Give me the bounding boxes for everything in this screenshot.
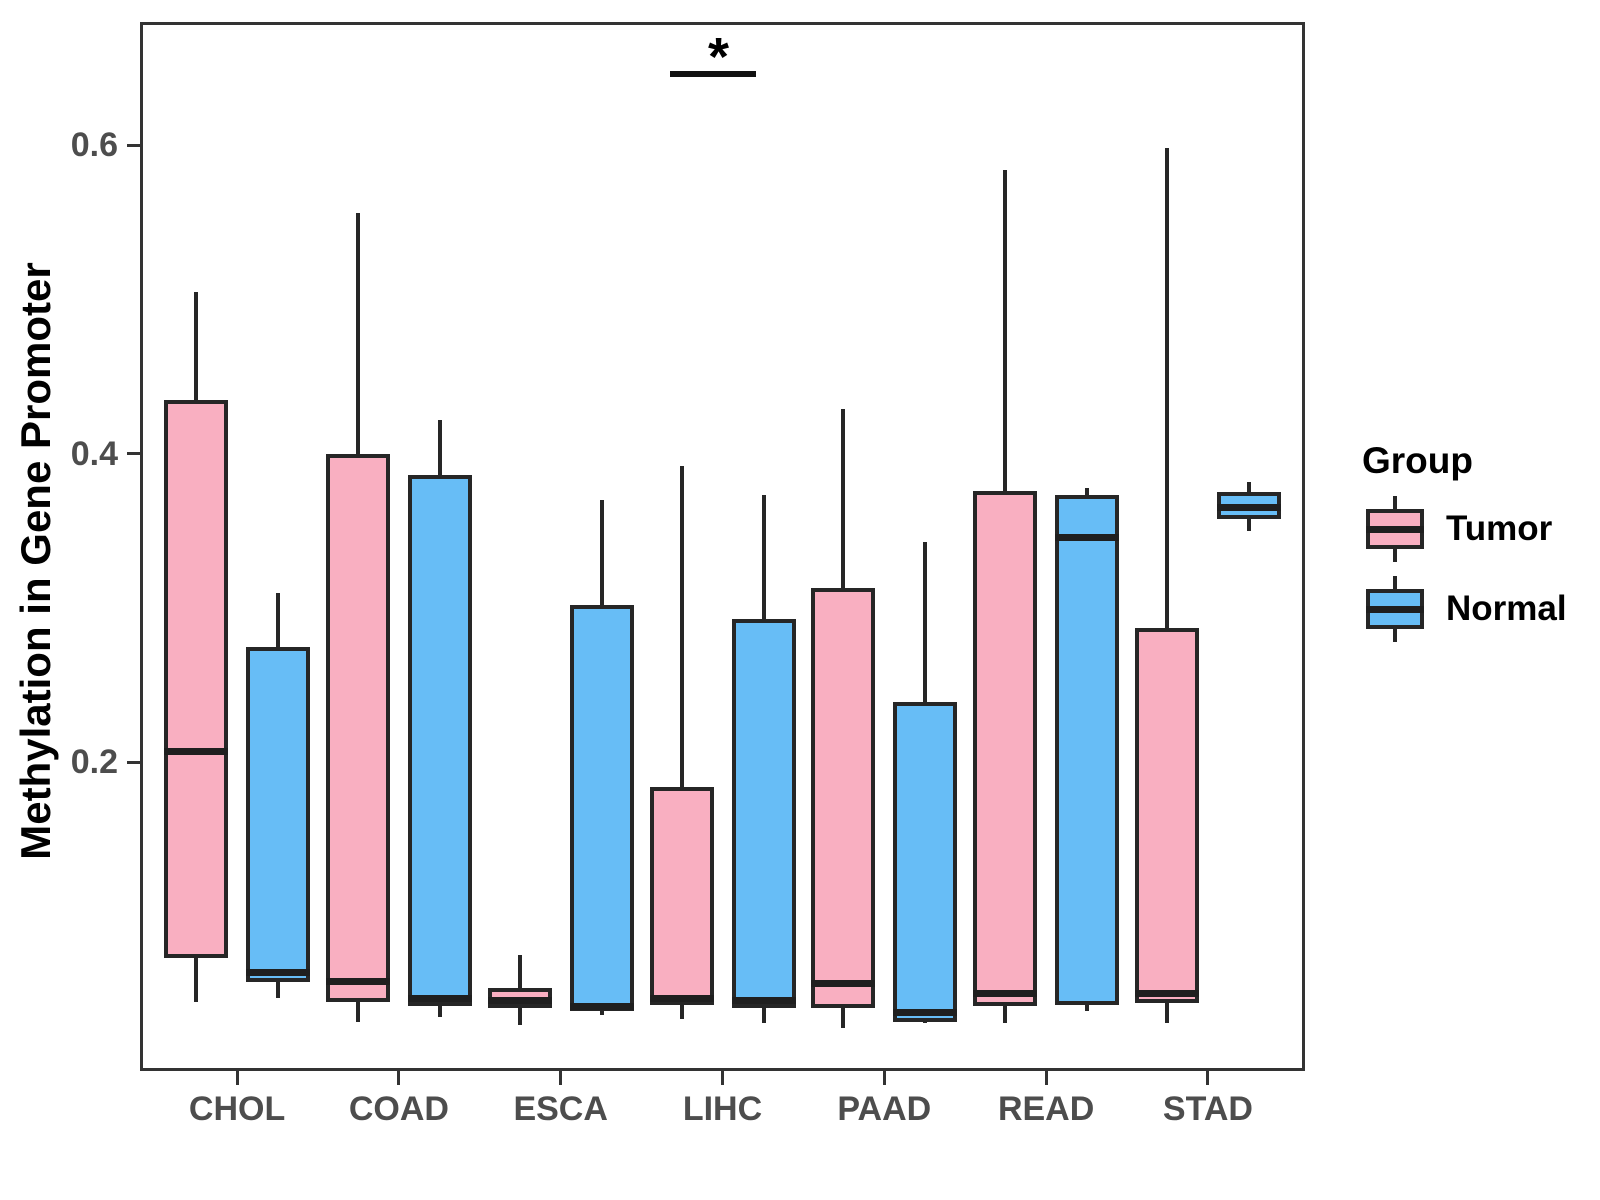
boxplot-read-tumor xyxy=(973,490,1038,1007)
x-axis-tick-label: ESCA xyxy=(513,1090,608,1128)
median-chol-tumor xyxy=(164,748,229,756)
legend-title: Group xyxy=(1362,440,1473,481)
legend-entry-tumor: Tumor xyxy=(1366,496,1600,562)
median-coad-tumor xyxy=(325,978,390,985)
whisker-stad-tumor xyxy=(1164,148,1169,1024)
x-axis-tick xyxy=(1206,1071,1210,1085)
legend-label: Normal xyxy=(1446,589,1567,628)
boxplot-coad-tumor xyxy=(325,453,390,1002)
median-coad-normal xyxy=(407,994,472,1002)
y-axis-tick xyxy=(127,452,140,456)
x-axis-tick xyxy=(397,1071,401,1085)
y-axis-tick-label: 0.2 xyxy=(70,743,118,782)
whisker-lihc-tumor xyxy=(679,466,684,1019)
x-axis-tick xyxy=(882,1071,886,1085)
boxplot-lihc-tumor xyxy=(649,787,714,1005)
boxplot-esca-normal xyxy=(569,605,634,1011)
x-axis-tick-label: COAD xyxy=(348,1090,449,1128)
median-lihc-normal xyxy=(731,996,796,1004)
boxplot-coad-normal xyxy=(407,475,472,1007)
y-axis-tick-label: 0.4 xyxy=(70,434,118,473)
x-axis-tick xyxy=(559,1071,563,1085)
boxplot-paad-normal xyxy=(893,702,958,1022)
y-axis-tick-label: 0.6 xyxy=(70,126,118,165)
x-axis-tick-label: LIHC xyxy=(682,1090,763,1128)
boxplot-read-normal xyxy=(1055,495,1120,1005)
plot-panel xyxy=(140,22,1305,1071)
x-axis-tick-label: PAAD xyxy=(837,1090,932,1128)
legend-label: Tumor xyxy=(1446,509,1553,548)
legend-entry-normal: Normal xyxy=(1366,576,1600,642)
legend-boxplot-swatch xyxy=(1366,496,1424,562)
legend-boxplot-swatch xyxy=(1366,576,1424,642)
x-axis-tick xyxy=(721,1071,724,1085)
legend: Group Tumor Normal xyxy=(1332,440,1600,642)
boxplot-lihc-normal xyxy=(731,618,796,1008)
boxplot-chol-tumor xyxy=(164,399,229,959)
median-read-normal xyxy=(1055,533,1120,541)
median-esca-normal xyxy=(569,1002,634,1010)
significance-star: * xyxy=(707,27,729,87)
median-chol-normal xyxy=(246,968,311,976)
median-esca-tumor xyxy=(487,996,552,1004)
x-axis-tick-label: STAD xyxy=(1162,1090,1253,1128)
y-axis-tick xyxy=(127,760,140,764)
boxplot-stad-tumor xyxy=(1134,628,1199,1004)
x-axis-tick-label: READ xyxy=(997,1090,1095,1128)
median-stad-tumor xyxy=(1134,990,1199,998)
significance-bar xyxy=(669,71,756,77)
median-paad-normal xyxy=(893,1008,958,1016)
y-axis-title: Methylation in Gene Promoter xyxy=(12,262,59,860)
boxplot-chol-normal xyxy=(246,646,311,982)
y-axis-tick xyxy=(127,143,140,147)
median-paad-tumor xyxy=(811,979,876,987)
median-lihc-tumor xyxy=(649,994,714,1002)
x-axis-tick-label: CHOL xyxy=(188,1090,286,1128)
x-axis-tick xyxy=(235,1071,239,1085)
median-stad-normal xyxy=(1216,504,1281,512)
boxplot-paad-tumor xyxy=(811,588,876,1008)
x-axis-tick xyxy=(1044,1071,1048,1085)
median-read-tumor xyxy=(973,990,1038,998)
legend-entries: Tumor Normal xyxy=(1332,496,1600,642)
